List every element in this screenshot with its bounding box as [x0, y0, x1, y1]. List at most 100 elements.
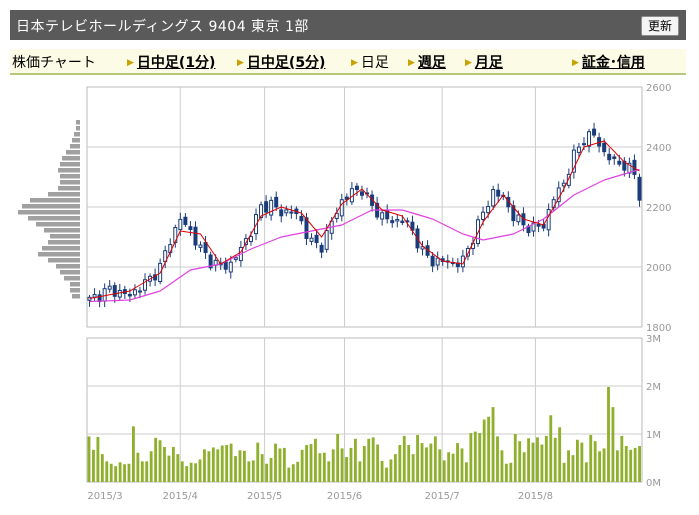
candle-body: [279, 209, 284, 217]
candle-body: [259, 204, 264, 219]
candle-body: [269, 199, 274, 216]
price-profile-bar: [48, 258, 80, 263]
volume-bar: [598, 451, 602, 482]
candle-body: [581, 143, 586, 146]
price-profile-bar: [70, 144, 80, 149]
volume-bar: [163, 446, 166, 482]
volume-bar: [171, 446, 175, 482]
volume-bar: [167, 455, 171, 482]
triangle-right-icon: ▶: [408, 58, 415, 68]
volume-bar: [92, 449, 95, 482]
candle-body: [516, 214, 521, 223]
candle-body: [395, 219, 400, 222]
volume-bar: [633, 447, 637, 482]
volume-bar: [203, 449, 206, 482]
tab-intraday-5min[interactable]: ▶ 日中足(5分): [237, 52, 325, 72]
volume-bar: [527, 438, 530, 482]
candle-body: [87, 296, 92, 301]
tab-weekly[interactable]: ▶ 週足: [408, 52, 446, 72]
candle-body: [571, 149, 576, 173]
price-profile-bar: [44, 228, 80, 233]
volume-bar: [518, 441, 522, 482]
volume-bar: [473, 431, 477, 482]
candle-body: [289, 211, 294, 214]
tab-label: 日中足(5分): [246, 55, 326, 71]
volume-bar: [207, 451, 211, 482]
volume-bar: [456, 443, 459, 482]
volume-bar: [340, 448, 344, 482]
volume-bar: [624, 446, 628, 482]
price-profile-bar: [42, 246, 80, 251]
candle-body: [178, 218, 183, 231]
price-axis-tick-label: 2000: [646, 263, 671, 274]
candle-body: [188, 226, 193, 231]
volume-bar: [487, 416, 491, 482]
volume-bar: [549, 415, 553, 482]
tab-margin-credit[interactable]: ▶ 証金･信用: [572, 52, 645, 72]
volume-bar: [629, 449, 633, 482]
candle-body: [92, 294, 97, 298]
tab-intraday-1min[interactable]: ▶ 日中足(1分): [127, 52, 215, 72]
moving-average-short-line: [89, 140, 640, 299]
volume-bar: [496, 436, 499, 482]
candle-body: [223, 261, 228, 270]
candle-body: [233, 257, 238, 260]
price-profile-bar: [70, 282, 80, 287]
candle-body: [304, 217, 309, 239]
volume-bar: [136, 452, 140, 482]
volume-axis-tick-label: 3M: [646, 334, 661, 345]
volume-bar: [362, 446, 366, 482]
volume-bar: [420, 443, 424, 482]
volume-bar: [336, 434, 340, 482]
volume-bar: [425, 447, 428, 482]
volume-bar: [225, 445, 229, 482]
candle-body: [248, 236, 253, 243]
volume-bar: [509, 462, 513, 482]
candle-body: [319, 244, 324, 253]
volume-bar: [638, 446, 641, 482]
moving-average-long-line: [89, 168, 640, 303]
tab-daily: ▶ 日足: [351, 52, 389, 72]
volume-bar: [429, 443, 433, 482]
price-profile-bar: [58, 168, 80, 173]
x-axis-tick-label: 2015/6: [327, 491, 362, 502]
volume-bar: [438, 449, 442, 482]
volume-bar: [354, 438, 357, 482]
volume-bar: [389, 459, 393, 482]
volume-bar: [380, 460, 384, 482]
volume-bar: [522, 452, 526, 482]
volume-bar: [87, 436, 91, 482]
price-profile-bar: [72, 294, 80, 299]
candle-body: [132, 289, 137, 296]
price-profile-bar: [36, 222, 80, 227]
volume-bar: [447, 452, 451, 482]
volume-bar: [411, 454, 415, 482]
volume-bar: [296, 461, 300, 482]
tab-label: 日足: [360, 55, 389, 71]
volume-bar: [229, 443, 233, 482]
tab-monthly[interactable]: ▶ 月足: [465, 52, 503, 72]
candle-body: [228, 261, 233, 273]
tab-label: 週足: [417, 55, 446, 71]
volume-bar: [558, 427, 562, 482]
volume-axis-tick-label: 1M: [646, 430, 661, 441]
price-axis-tick-label: 2400: [646, 143, 671, 154]
volume-bar: [407, 445, 411, 482]
price-profile-bar: [76, 126, 80, 131]
refresh-button[interactable]: 更新: [640, 16, 679, 36]
candle-body: [430, 255, 435, 267]
candle-body: [107, 285, 112, 290]
volume-bar: [220, 445, 224, 482]
volume-bar: [96, 436, 100, 482]
x-axis-tick-label: 2015/5: [247, 491, 282, 502]
volume-bar: [278, 448, 282, 482]
candle-body: [561, 182, 566, 187]
candle-body: [420, 246, 425, 250]
price-profile-bar: [62, 156, 80, 161]
volume-bar: [376, 444, 380, 482]
volume-bar: [185, 466, 189, 482]
volume-bar: [287, 467, 291, 482]
volume-bar: [282, 447, 286, 482]
candle-body: [566, 173, 571, 186]
